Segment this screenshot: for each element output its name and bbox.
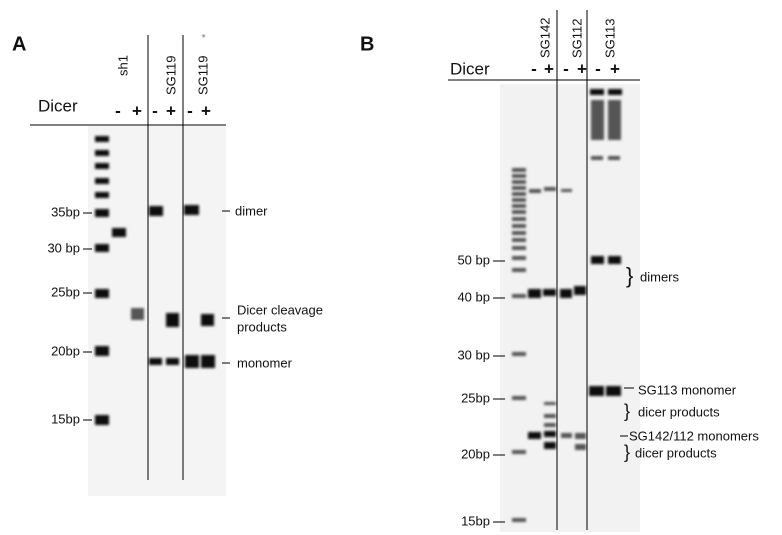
gel-a [88,126,226,496]
dicer-sign: - [563,59,569,78]
dicer-sign: - [115,101,121,120]
annotation: dicer products [635,445,717,460]
annotation: dimer [235,203,268,218]
signs: - + - + - + [115,101,211,120]
size-label: 15bp [461,513,490,528]
ladder-band [512,174,526,178]
size-label: 20bp [51,343,80,358]
ladder-band [512,192,526,196]
ladder-band [512,268,526,272]
ladder-band [512,180,526,184]
annotation: SG113 monomer [638,382,737,397]
size-label: 30 bp [457,347,490,362]
ladder-band [512,217,526,221]
lane-label: SG119 [195,55,210,95]
ladder-band [512,198,526,202]
lane-label: SG142 [537,18,552,58]
dicer-label: Dicer [450,59,490,78]
annotation: Dicer cleavage [237,302,323,317]
lane-label: sh1 [115,55,130,76]
ladder-band [512,238,526,242]
size-label: 50 bp [457,252,490,267]
signs: - + - + - + [531,59,620,78]
ladder-band [512,231,526,235]
dicer-sign: + [201,101,211,120]
size-label: 25bp [51,284,80,299]
dicer-label: Dicer [38,96,78,115]
lane-mark: * [200,33,212,38]
ladder-a [95,136,109,425]
dicer-sign: - [187,101,193,120]
ladder-band [512,210,526,214]
dicer-sign: - [152,101,158,120]
brace: } [626,263,633,288]
dicer-sign: + [577,59,587,78]
size-labels: 35bp 30 bp 25bp 20bp 15bp [47,204,92,426]
dicer-sign: + [166,101,176,120]
bands-b [528,89,622,450]
size-label: 30 bp [47,240,80,255]
dicer-sign: + [544,59,554,78]
ladder-band [512,396,526,400]
annotation: dicer products [638,404,720,419]
ladder-band [512,294,526,298]
dicer-sign: + [132,101,142,120]
brace: } [624,442,630,462]
ladder-band [512,204,526,208]
annotation: SG142/112 monomers [629,428,759,443]
lane-label: SG119 [163,55,178,95]
ladder-b [512,168,526,522]
size-label: 15bp [51,411,80,426]
panel-letter: A [12,33,26,55]
ladder-band [512,518,526,522]
ladder-band [512,246,526,250]
size-label: 40 bp [457,289,490,304]
lane-label: SG112 [569,18,584,58]
dicer-sign: + [610,59,620,78]
brace: } [624,401,630,421]
ladder-band [512,450,526,454]
ladder-band [512,224,526,228]
annotation: monomer [237,355,293,370]
ladder-band [512,168,526,172]
size-labels: 50 bp 40 bp 30 bp 25bp 20bp 15bp [457,252,505,528]
annotation: products [237,319,287,334]
ladder-band [512,352,526,356]
ladder-band [512,256,526,260]
ladder-band [512,186,526,190]
size-label: 25bp [461,390,490,405]
lane-label: SG113 [602,18,617,58]
annotation: dimers [640,269,680,284]
bands-a [112,205,215,368]
size-label: 20bp [461,446,490,461]
dicer-sign: - [595,59,601,78]
size-label: 35bp [51,204,80,219]
gel-b [500,84,640,532]
panel-letter: B [360,33,374,55]
dicer-sign: - [531,59,537,78]
